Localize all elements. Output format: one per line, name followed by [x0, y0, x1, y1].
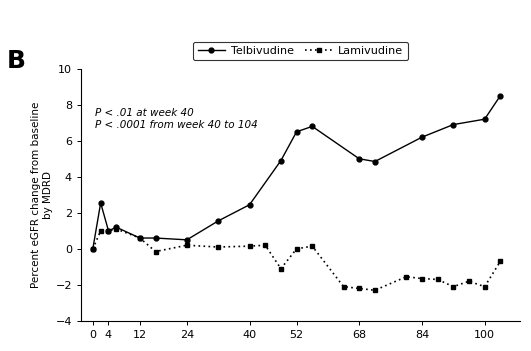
Lamivudine — [356, 286, 363, 291]
Lamivudine — [90, 247, 96, 251]
Line: Lamivudine: Lamivudine — [90, 227, 503, 293]
Telbivudine — [113, 225, 119, 229]
Telbivudine — [497, 94, 503, 98]
Lamivudine — [98, 229, 104, 233]
Lamivudine — [466, 279, 472, 283]
Telbivudine — [450, 122, 457, 127]
Lamivudine — [246, 244, 253, 248]
Lamivudine — [184, 243, 190, 247]
Telbivudine — [90, 247, 96, 251]
Lamivudine — [215, 245, 221, 249]
Legend: Telbivudine, Lamivudine: Telbivudine, Lamivudine — [193, 41, 408, 60]
Telbivudine — [105, 229, 112, 233]
Lamivudine — [113, 227, 119, 231]
Text: P < .01 at week 40
P < .0001 from week 40 to 104: P < .01 at week 40 P < .0001 from week 4… — [95, 108, 258, 130]
Lamivudine — [434, 277, 441, 282]
Telbivudine — [184, 238, 190, 242]
Text: B: B — [6, 48, 25, 73]
Telbivudine — [246, 203, 253, 207]
Lamivudine — [419, 277, 425, 281]
Telbivudine — [419, 135, 425, 139]
Telbivudine — [482, 117, 488, 121]
Telbivudine — [98, 201, 104, 205]
Lamivudine — [293, 247, 299, 251]
Telbivudine — [152, 236, 159, 240]
Lamivudine — [136, 236, 143, 240]
Telbivudine — [293, 130, 299, 134]
Telbivudine — [372, 159, 378, 164]
Lamivudine — [152, 250, 159, 254]
Lamivudine — [278, 266, 284, 271]
Lamivudine — [403, 274, 409, 279]
Telbivudine — [215, 219, 221, 223]
Telbivudine — [309, 124, 315, 128]
Telbivudine — [356, 157, 363, 161]
Line: Telbivudine: Telbivudine — [90, 93, 503, 251]
Lamivudine — [482, 285, 488, 289]
Lamivudine — [497, 259, 503, 264]
Telbivudine — [278, 159, 284, 163]
Lamivudine — [340, 285, 347, 289]
Lamivudine — [372, 288, 378, 292]
Lamivudine — [309, 244, 315, 248]
Lamivudine — [450, 285, 457, 289]
Telbivudine — [136, 236, 143, 240]
Lamivudine — [262, 243, 268, 247]
Y-axis label: Percent eGFR change from baseline
by MDRD: Percent eGFR change from baseline by MDR… — [31, 102, 53, 288]
Lamivudine — [105, 229, 112, 233]
